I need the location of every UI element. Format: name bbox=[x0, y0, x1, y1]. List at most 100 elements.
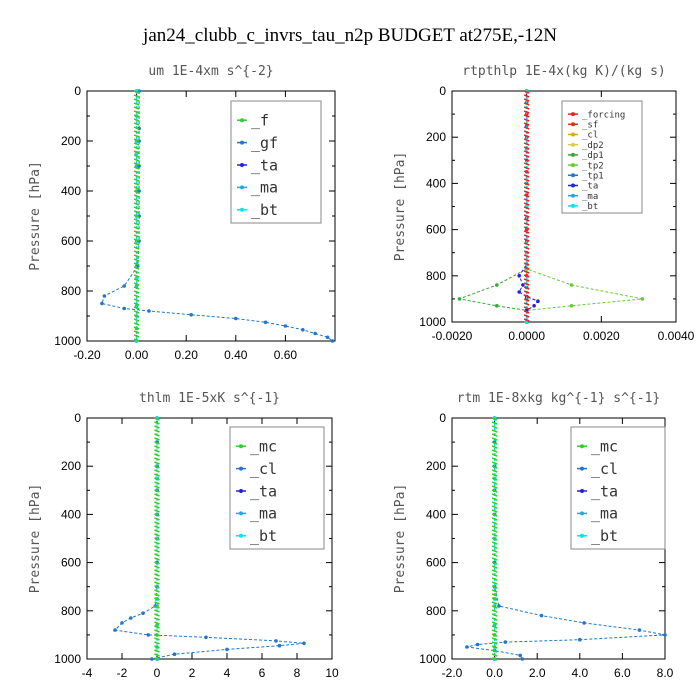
zero-marker bbox=[491, 609, 498, 613]
chart-panel-1: um 1E-4xm s^{-2} Pressure [hPa] 0 200 400 600… bbox=[28, 64, 336, 362]
zero-marker bbox=[523, 114, 530, 118]
zero-marker bbox=[491, 597, 498, 601]
zero-marker bbox=[133, 110, 140, 114]
zero-marker bbox=[133, 282, 140, 286]
zero-marker bbox=[154, 437, 160, 441]
zero-marker bbox=[154, 461, 160, 465]
zero-marker bbox=[491, 549, 498, 553]
zero-marker bbox=[491, 585, 498, 589]
zero-marker bbox=[133, 190, 140, 194]
y-axis-label: Pressure [hPa] bbox=[28, 161, 43, 271]
zero-marker bbox=[523, 214, 530, 218]
data-point bbox=[150, 657, 154, 661]
zero-marker bbox=[523, 258, 530, 262]
zero-marker bbox=[523, 154, 530, 158]
legend-label: _ma bbox=[251, 179, 278, 197]
legend-marker bbox=[571, 183, 575, 188]
legend-label: _ta bbox=[250, 482, 277, 500]
zero-marker bbox=[523, 142, 530, 146]
zero-marker bbox=[523, 246, 530, 250]
zero-marker bbox=[154, 449, 160, 453]
zero-marker bbox=[523, 270, 530, 274]
series-line bbox=[526, 91, 643, 322]
y-tick-label: 800 bbox=[426, 269, 446, 283]
zero-marker bbox=[133, 126, 140, 130]
y-tick-label: 600 bbox=[61, 556, 81, 570]
data-point bbox=[330, 339, 335, 343]
zero-marker bbox=[523, 234, 530, 238]
legend-box bbox=[570, 426, 666, 550]
zero-marker bbox=[133, 250, 140, 254]
zero-marker bbox=[133, 122, 140, 126]
zero-marker bbox=[491, 625, 498, 629]
panel-title: thlm 1E-5xK s^{-1} bbox=[139, 391, 280, 406]
zero-line-markers bbox=[154, 417, 160, 661]
zero-marker bbox=[133, 274, 140, 278]
zero-marker bbox=[133, 262, 140, 266]
panel-title: rtm 1E-8xkg kg^{-1} s^{-1} bbox=[457, 391, 661, 406]
zero-marker bbox=[523, 198, 530, 202]
zero-marker bbox=[523, 162, 530, 166]
y-tick-label: 0 bbox=[74, 84, 81, 98]
zero-marker bbox=[523, 94, 530, 98]
x-tick-label: 6.0 bbox=[614, 666, 631, 680]
y-tick-label: 0 bbox=[439, 84, 446, 98]
zero-marker bbox=[523, 222, 530, 226]
data-point bbox=[147, 309, 151, 313]
legend-marker bbox=[571, 142, 575, 147]
zero-marker bbox=[154, 513, 160, 517]
zero-marker bbox=[491, 441, 498, 445]
legend-label: _bt bbox=[591, 527, 618, 545]
zero-marker bbox=[523, 302, 530, 306]
x-tick-label: -2 bbox=[117, 666, 128, 680]
zero-marker bbox=[154, 529, 160, 533]
zero-marker bbox=[133, 90, 140, 94]
legend: _forcing_sf_cl_dp2_dp1_tp2_tp1_ta_ma_bt bbox=[561, 100, 643, 214]
legend-marker bbox=[240, 207, 244, 212]
legend-marker bbox=[239, 511, 243, 516]
chart-panel-2: rtpthlp 1E-4x(kg K)/(kg s) Pressure [hPa]… bbox=[393, 64, 695, 343]
zero-marker bbox=[491, 649, 498, 653]
data-point bbox=[517, 274, 521, 278]
zero-marker bbox=[154, 533, 160, 537]
zero-marker bbox=[523, 146, 530, 150]
data-point bbox=[578, 637, 582, 642]
data-point bbox=[521, 283, 525, 287]
zero-marker bbox=[154, 577, 160, 581]
zero-marker bbox=[491, 613, 498, 617]
y-tick-label: 200 bbox=[426, 130, 446, 144]
zero-marker bbox=[523, 110, 530, 114]
x-tick-label: 2 bbox=[189, 666, 196, 680]
zero-marker bbox=[154, 565, 160, 569]
series-line bbox=[457, 91, 528, 322]
x-tick-label: -0.20 bbox=[73, 348, 101, 362]
zero-marker bbox=[491, 429, 498, 433]
legend-marker bbox=[580, 533, 584, 538]
zero-marker bbox=[523, 138, 530, 142]
zero-marker bbox=[491, 449, 498, 453]
zero-marker bbox=[133, 226, 140, 230]
zero-marker bbox=[523, 178, 530, 182]
zero-marker bbox=[523, 318, 530, 322]
zero-marker bbox=[133, 238, 140, 242]
legend-label: _sf bbox=[582, 120, 598, 130]
zero-marker bbox=[154, 457, 160, 461]
x-tick-label: 10 bbox=[325, 666, 339, 680]
series-line bbox=[518, 91, 539, 322]
legend-marker bbox=[239, 489, 243, 493]
zero-marker bbox=[523, 230, 530, 234]
zero-marker bbox=[133, 294, 140, 298]
y-tick-label: 400 bbox=[61, 184, 81, 198]
zero-marker bbox=[133, 166, 140, 170]
y-tick-label: 400 bbox=[61, 507, 81, 521]
zero-marker bbox=[154, 469, 160, 473]
data-point bbox=[122, 306, 126, 311]
legend-marker bbox=[240, 185, 244, 190]
zero-marker bbox=[154, 541, 160, 545]
zero-marker bbox=[523, 102, 530, 106]
zero-marker bbox=[133, 334, 140, 338]
zero-marker bbox=[523, 294, 530, 298]
zero-marker bbox=[154, 657, 160, 661]
zero-marker bbox=[133, 270, 140, 274]
